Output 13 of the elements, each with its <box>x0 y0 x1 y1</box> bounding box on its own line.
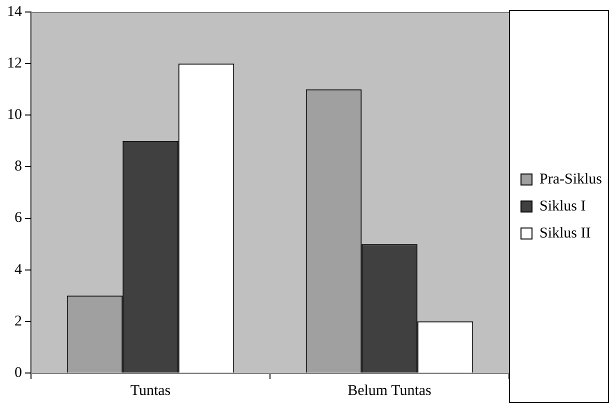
y-tick-label: 6 <box>14 210 22 226</box>
x-tick-label: Tuntas <box>130 382 171 399</box>
legend-label: Pra-Siklus <box>539 171 602 188</box>
legend-label: Siklus II <box>539 225 591 242</box>
y-tick-label: 2 <box>14 313 22 330</box>
y-tick-label: 4 <box>14 262 22 278</box>
y-tick-label: 10 <box>7 107 22 124</box>
legend-label: Siklus I <box>539 198 586 214</box>
y-tick-label: 8 <box>14 158 22 175</box>
y-tick-label: 14 <box>7 4 22 20</box>
y-tick-label: 12 <box>7 56 22 72</box>
x-tick-label: Belum Tuntas <box>348 382 432 399</box>
y-tick-label: 0 <box>14 364 22 381</box>
